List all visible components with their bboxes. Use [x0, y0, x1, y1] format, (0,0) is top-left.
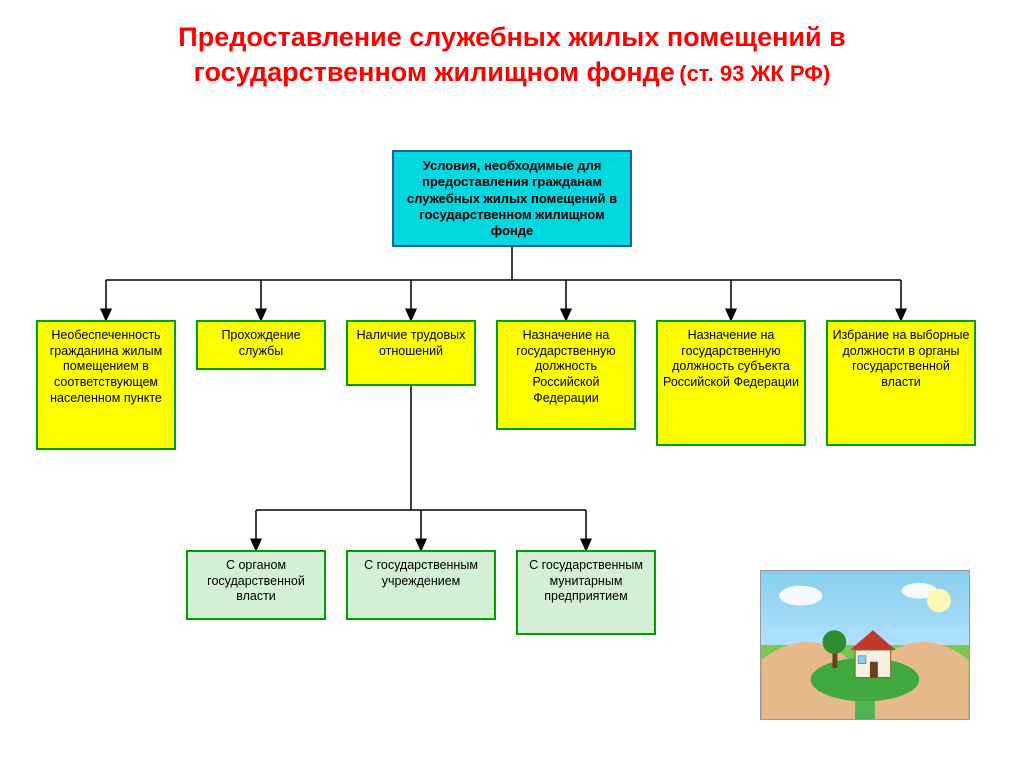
- root-text: Условия, необходимые для предоставления …: [407, 158, 617, 238]
- condition-box-3: Назначение на государственную должность …: [496, 320, 636, 430]
- subcondition-box-0: С органом государственной власти: [186, 550, 326, 620]
- condition-box-5: Избрание на выборные должности в органы …: [826, 320, 976, 446]
- condition-text-3: Назначение на государственную должность …: [516, 328, 615, 405]
- subcondition-text-0: С органом государственной власти: [207, 558, 305, 603]
- condition-box-1: Прохождение службы: [196, 320, 326, 370]
- subcondition-box-1: С государственным учреждением: [346, 550, 496, 620]
- condition-text-5: Избрание на выборные должности в органы …: [833, 328, 970, 389]
- condition-text-4: Назначение на государственную должность …: [663, 328, 799, 389]
- condition-text-2: Наличие трудовых отношений: [357, 328, 466, 358]
- diagram-title: Предоставление служебных жилых помещений…: [0, 0, 1024, 100]
- subcondition-text-2: С государственным мунитарным предприятие…: [529, 558, 643, 603]
- title-sub: (ст. 93 ЖК РФ): [679, 61, 830, 86]
- condition-box-4: Назначение на государственную должность …: [656, 320, 806, 446]
- decorative-photo: [760, 570, 970, 720]
- condition-box-0: Необеспеченность гражданина жилым помеще…: [36, 320, 176, 450]
- hands-house-illustration: [761, 571, 969, 719]
- condition-text-1: Прохождение службы: [221, 328, 300, 358]
- root-condition-box: Условия, необходимые для предоставления …: [392, 150, 632, 247]
- condition-text-0: Необеспеченность гражданина жилым помеще…: [50, 328, 163, 405]
- subcondition-text-1: С государственным учреждением: [364, 558, 478, 588]
- condition-box-2: Наличие трудовых отношений: [346, 320, 476, 386]
- subcondition-box-2: С государственным мунитарным предприятие…: [516, 550, 656, 635]
